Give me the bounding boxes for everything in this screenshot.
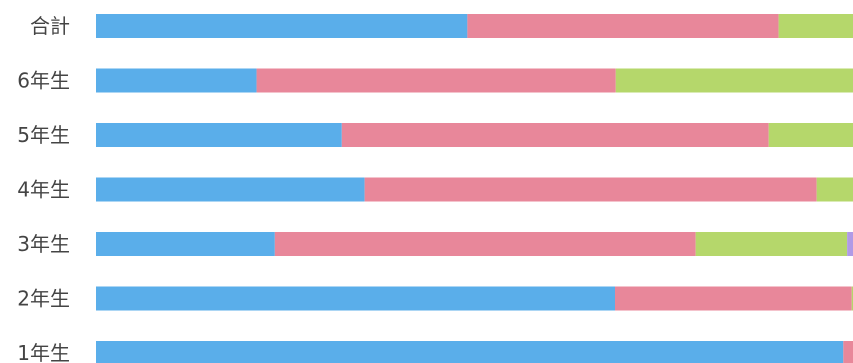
bar-segment — [467, 14, 779, 38]
bar-segment — [843, 341, 853, 363]
bar-segment — [615, 286, 852, 311]
bar-segment — [851, 286, 853, 311]
bar-segment — [96, 341, 844, 363]
bar-segment — [96, 286, 615, 311]
bar-segment — [615, 68, 853, 93]
bar-segment — [364, 177, 817, 202]
bar-segments — [96, 14, 853, 363]
bar-segment — [96, 232, 275, 256]
category-label: 3年生 — [17, 232, 70, 256]
bar-segment — [96, 177, 365, 202]
bar-segment — [256, 68, 616, 93]
category-labels: 合計 6年生 5年生 4年生 3年生 2年生 1年生 — [17, 14, 70, 363]
category-label: 6年生 — [17, 69, 70, 93]
bar-segment — [96, 68, 257, 93]
bar-segment — [341, 123, 769, 147]
category-label: 1年生 — [17, 341, 70, 363]
category-label: 5年生 — [17, 123, 70, 147]
category-label: 4年生 — [17, 178, 70, 202]
bar-segment — [778, 14, 853, 38]
category-label: 合計 — [30, 14, 70, 38]
category-label: 2年生 — [17, 287, 70, 311]
bar-segment — [695, 232, 848, 256]
bar-segment — [847, 232, 853, 256]
bar-segment — [768, 123, 853, 147]
bar-segment — [274, 232, 696, 256]
bar-segment — [816, 177, 853, 202]
bar-segment — [96, 14, 468, 38]
bar-segment — [96, 123, 342, 147]
